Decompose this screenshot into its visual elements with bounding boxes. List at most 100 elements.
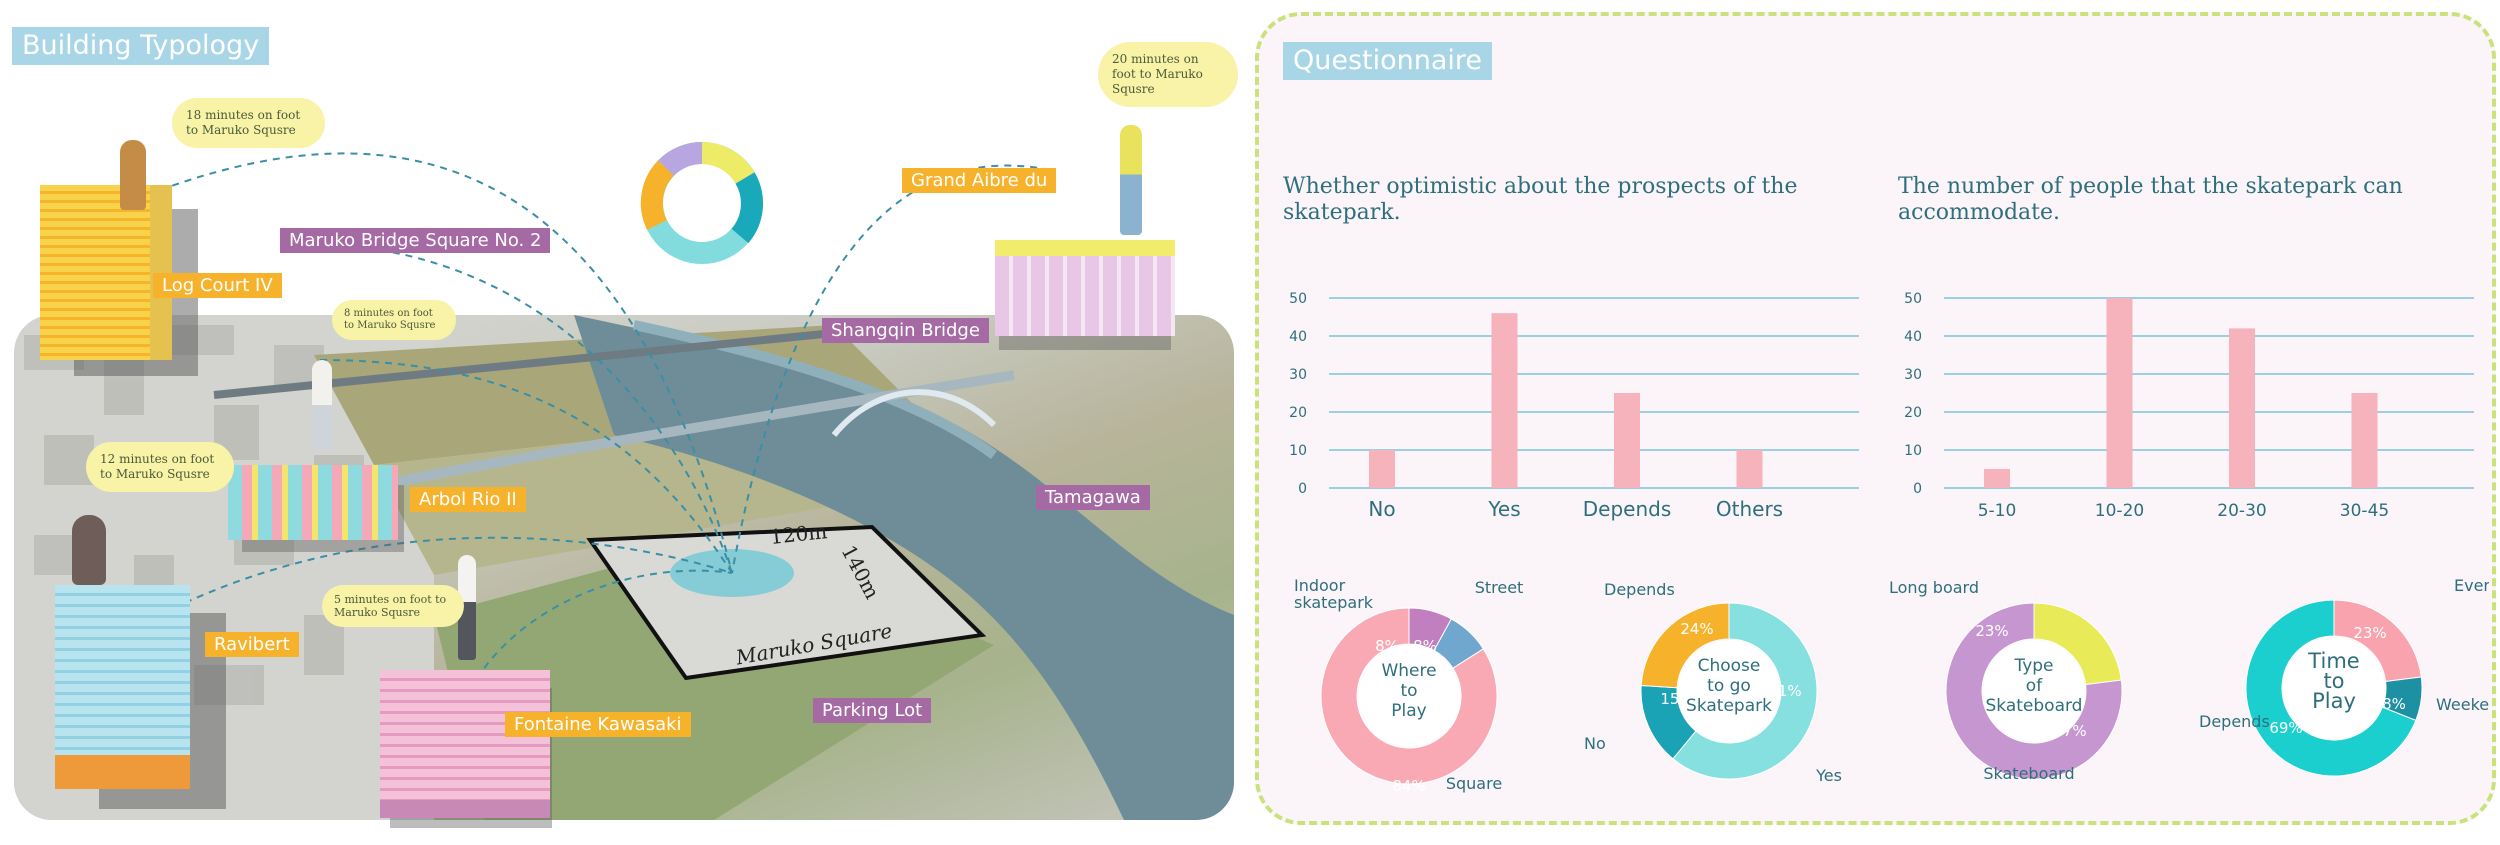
donut-center-label: to xyxy=(2323,669,2344,693)
slice-yes xyxy=(1672,602,1818,780)
donut-center-label: Skateboard xyxy=(1986,696,2083,716)
y-tick-label: 0 xyxy=(1298,481,1307,497)
person-figure-2 xyxy=(1120,125,1142,235)
donut-center-label: Choose xyxy=(1698,656,1761,676)
label-grand-aibre: Grand Aibre du xyxy=(902,168,1057,193)
label-tamagawa: Tamagawa xyxy=(1036,485,1150,510)
log-court-building xyxy=(40,185,172,360)
donut-center-label: Play xyxy=(1391,701,1426,721)
x-tick-label: Others xyxy=(1716,497,1783,521)
donut-where-to-play: 84% Square8%Indoorskatepark8%StreetWheret… xyxy=(1294,576,1524,795)
building-typology-panel: Building Typology xyxy=(0,0,1245,845)
fontaine-kawasaki-building xyxy=(380,670,550,818)
slice-category-label: skatepark xyxy=(1294,593,1374,612)
bubble-12-minutes: 12 minutes on foot to Maruko Squsre xyxy=(86,442,234,492)
bar-yes xyxy=(1491,313,1518,488)
bar-chart-optimism: 0 10 20 30 40 50 No Yes Depends Others xyxy=(1289,291,1859,521)
arbol-rio-building xyxy=(228,465,398,540)
slice-percent-label: 84% xyxy=(1392,777,1425,795)
y-tick-label: 40 xyxy=(1904,329,1922,345)
x-tick-label: 20-30 xyxy=(2217,501,2266,521)
route-arbol-rio xyxy=(319,359,733,574)
slice-category-label: Street xyxy=(1475,578,1524,597)
slice-skateboard xyxy=(1945,602,2123,780)
slice-category-label: Weekend xyxy=(2436,695,2489,714)
building-typology-title: Building Typology xyxy=(12,27,270,65)
bar-chart-1-title: Whether optimistic about the prospects o… xyxy=(1283,174,1798,225)
route-fontaine xyxy=(469,569,733,691)
slice-street xyxy=(1433,618,1484,669)
slice-category-label: Skateboard xyxy=(1983,764,2074,783)
bar-chart-capacity: 0 10 20 30 40 50 5-10 10-20 20-30 30-45 xyxy=(1904,291,2474,521)
y-tick-label: 50 xyxy=(1289,291,1307,307)
slice-category-label: Long board xyxy=(1889,578,1979,597)
slice-percent-label: 23% xyxy=(2353,624,2386,642)
donut-center-label: Skatepark xyxy=(1686,696,1772,716)
donut-center-label: Time xyxy=(2307,649,2359,673)
slice-category-label: Indoor xyxy=(1294,576,1346,595)
slice-category-label: Square xyxy=(1446,774,1502,793)
routes-overlay xyxy=(149,141,1051,691)
route-8min xyxy=(379,249,733,574)
bar-5-10 xyxy=(1984,469,2010,488)
y-tick-label: 10 xyxy=(1904,443,1922,459)
sky-donut xyxy=(640,141,763,264)
y-tick-label: 20 xyxy=(1904,405,1922,421)
donut-hole xyxy=(1678,640,1780,742)
slice-percent-label: 8% xyxy=(2382,695,2406,713)
slice-depends xyxy=(2245,599,2417,777)
route-ravibert xyxy=(149,536,733,621)
x-tick-label: Yes xyxy=(1487,497,1520,521)
donut-hole xyxy=(1983,640,2085,742)
donut-center-label: Where xyxy=(1381,661,1436,681)
bubble-5-minutes: 5 minutes on foot to Maruko Squsre xyxy=(322,585,464,627)
bar-others xyxy=(1736,450,1763,488)
slice-percent-label: 24% xyxy=(1680,620,1713,638)
bar-depends xyxy=(1614,393,1640,488)
bar-30-45 xyxy=(2351,393,2378,488)
y-tick-label: 10 xyxy=(1289,443,1307,459)
grand-aibre-building xyxy=(995,240,1175,336)
label-parking-lot: Parking Lot xyxy=(813,698,932,723)
label-ravibert: Ravibert xyxy=(205,632,299,657)
bar-no xyxy=(1369,450,1395,488)
bubble-20-minutes: 20 minutes on foot to Maruko Squsre xyxy=(1098,42,1238,107)
y-tick-label: 30 xyxy=(1904,367,1922,383)
x-tick-label: Depends xyxy=(1583,497,1672,521)
slice-category-label: Depends xyxy=(1604,580,1675,599)
slice-category-label: No xyxy=(1584,734,1606,753)
slice-percent-label: 69% xyxy=(2269,719,2302,737)
donut-hole xyxy=(1358,645,1460,747)
person-figure-3 xyxy=(312,360,332,450)
questionnaire-title: Questionnaire xyxy=(1283,42,1493,80)
slice-long-board xyxy=(2033,602,2122,686)
slice-percent-label: 23% xyxy=(1975,622,2008,640)
label-maruko-bridge-square: Maruko Bridge Square No. 2 xyxy=(280,228,551,253)
person-figure-1 xyxy=(120,140,146,210)
y-tick-label: 20 xyxy=(1289,405,1307,421)
ravibert-building xyxy=(55,585,190,789)
label-log-court: Log Court IV xyxy=(153,273,282,298)
slice-square xyxy=(1320,607,1498,785)
slice-depends xyxy=(1640,602,1730,689)
bar-20-30 xyxy=(2229,328,2255,488)
donut-center-label: of xyxy=(2026,676,2043,696)
slice-category-label: Everyday xyxy=(2454,576,2489,595)
x-tick-label: 5-10 xyxy=(1978,501,2017,521)
x-tick-label: 30-45 xyxy=(2340,501,2389,521)
label-fontaine-kawasaki: Fontaine Kawasaki xyxy=(505,712,691,737)
bar-chart-2-title: The number of people that the skatepark … xyxy=(1898,174,2403,225)
label-shangqin-bridge: Shangqin Bridge xyxy=(822,318,989,343)
label-arbol-rio: Arbol Rio II xyxy=(410,487,526,512)
donut-center-label: Play xyxy=(2312,689,2356,713)
slice-category-label: Yes xyxy=(1815,766,1842,785)
y-tick-label: 40 xyxy=(1289,329,1307,345)
donut-hole xyxy=(2283,637,2385,739)
route-grand-aibre xyxy=(731,164,1051,574)
bubble-8-minutes: 8 minutes on foot to Maruko Squsre xyxy=(332,300,456,340)
x-tick-label: 10-20 xyxy=(2095,501,2144,521)
y-tick-label: 0 xyxy=(1913,481,1922,497)
questionnaire-panel: Questionnaire Whether optimistic about t… xyxy=(1255,12,2496,825)
